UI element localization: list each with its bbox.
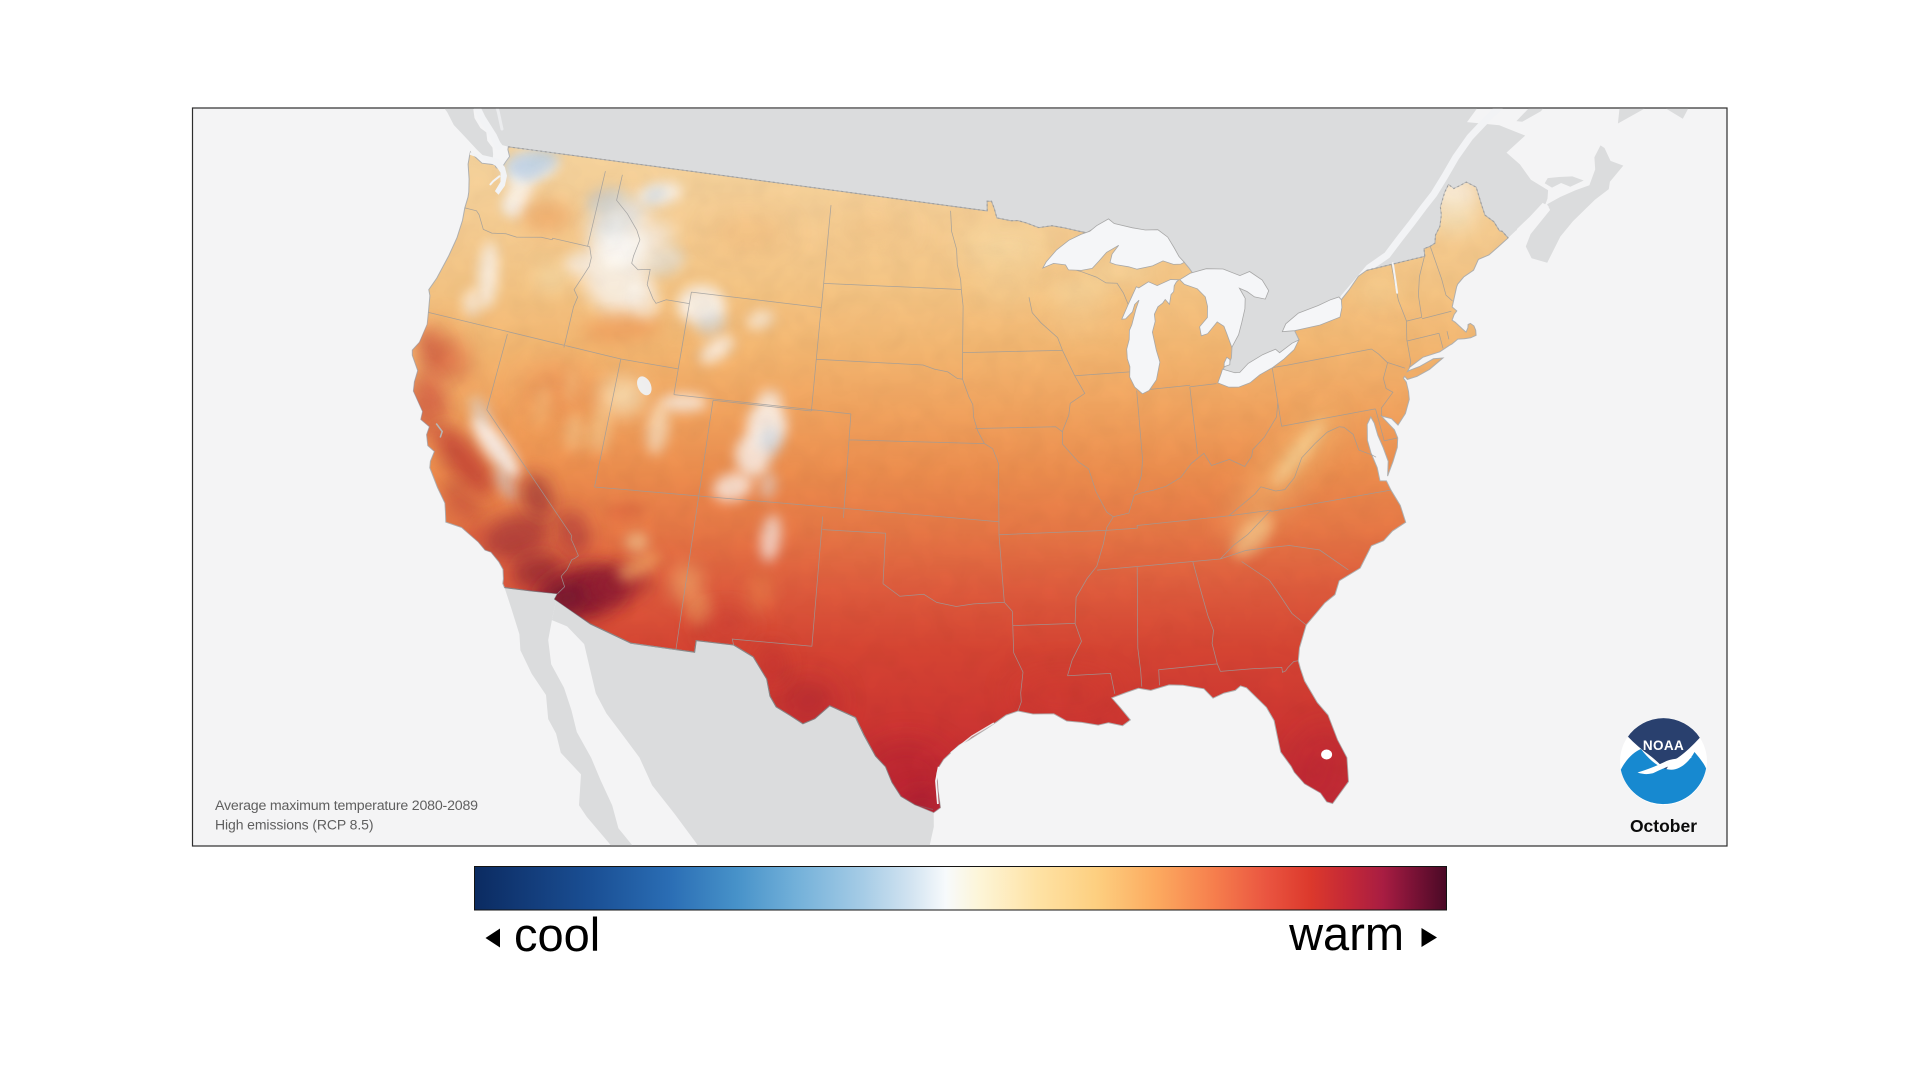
svg-text:High emissions (RCP 8.5): High emissions (RCP 8.5) (215, 817, 373, 833)
svg-text:NOAA: NOAA (1643, 738, 1684, 753)
svg-text:cool: cool (514, 908, 600, 961)
svg-text:warm: warm (1288, 907, 1404, 960)
svg-text:Average maximum temperature 20: Average maximum temperature 2080-2089 (215, 798, 478, 814)
svg-text:October: October (1630, 816, 1697, 836)
